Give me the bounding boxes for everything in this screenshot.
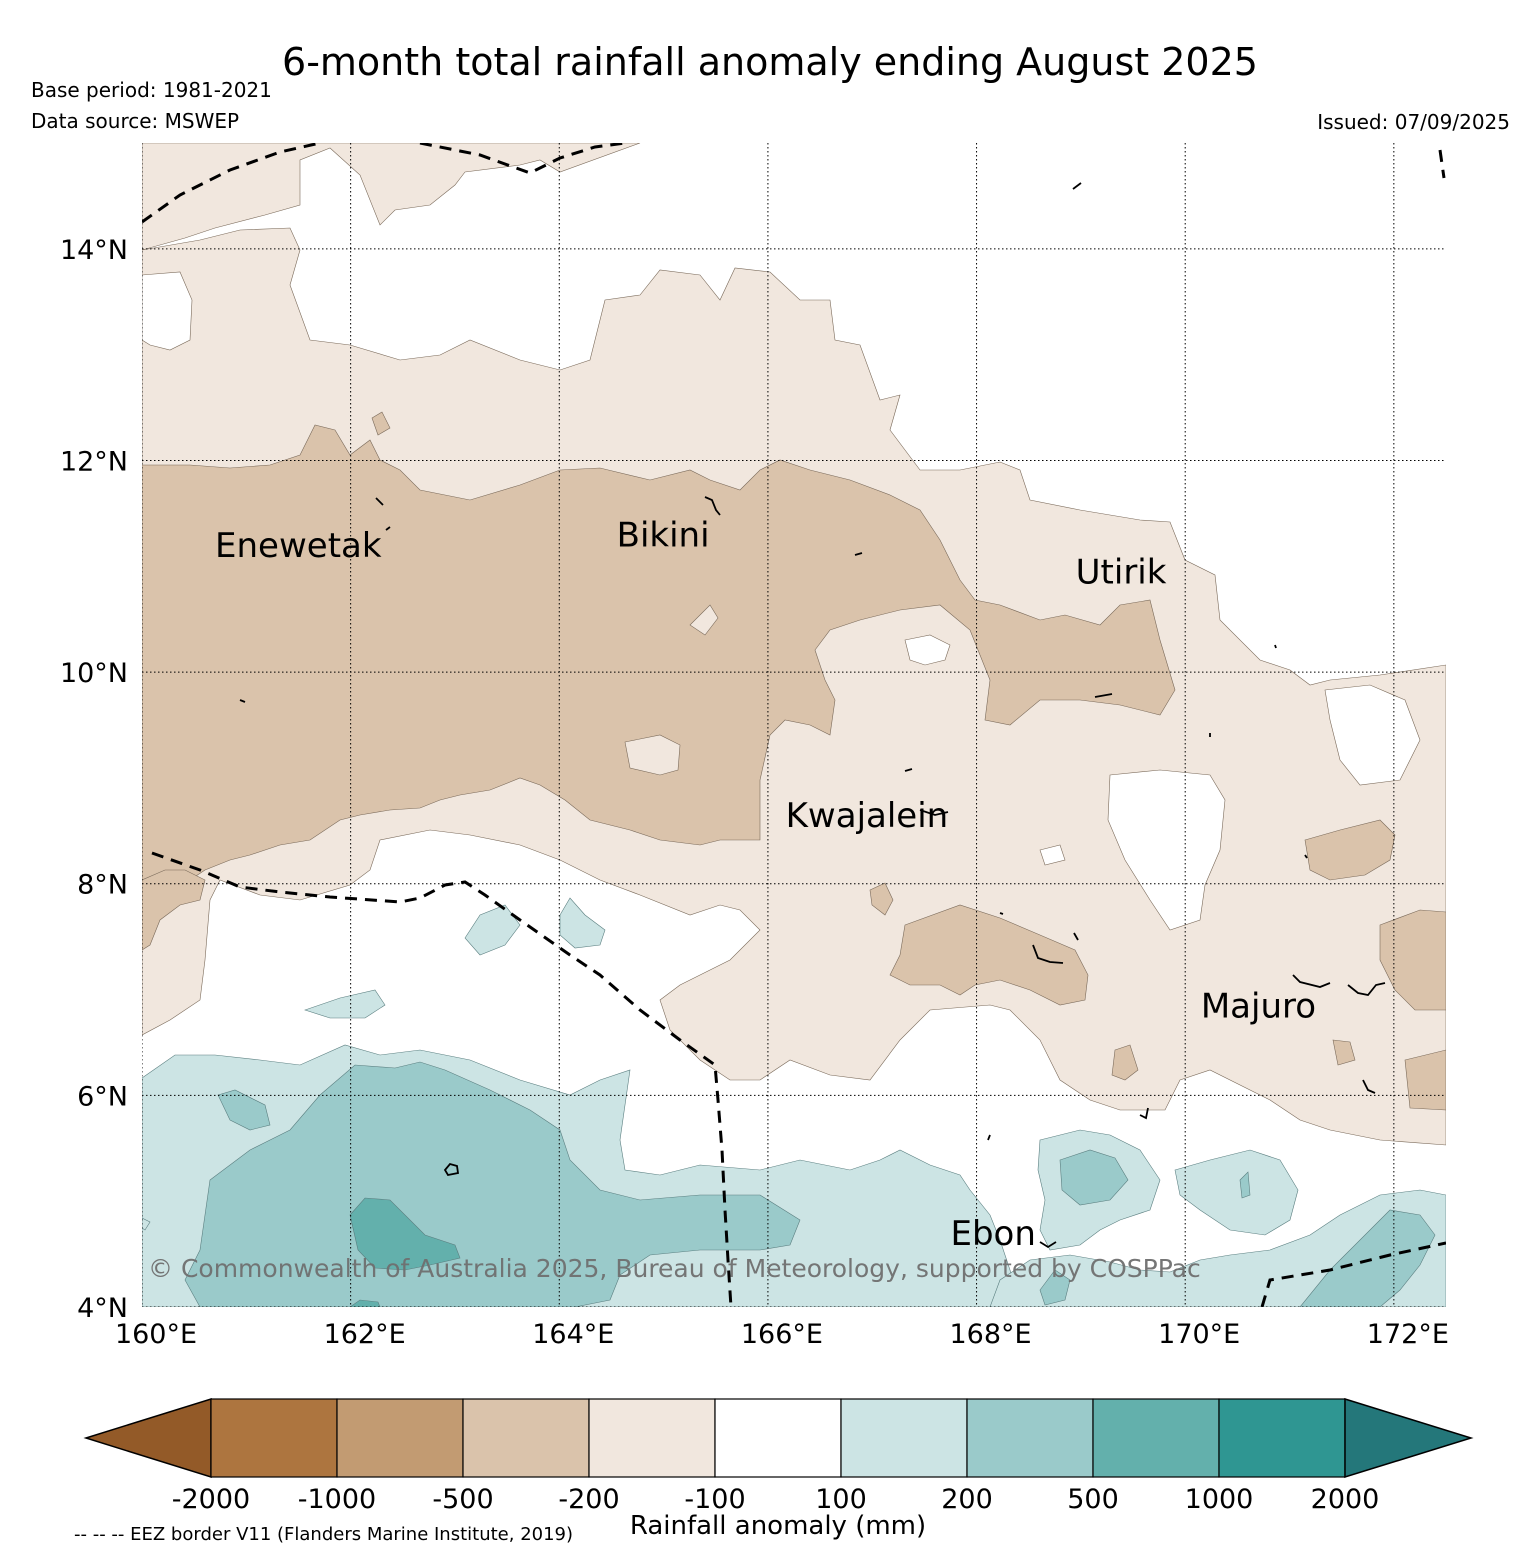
- place-label: Utirik: [1076, 553, 1167, 593]
- latitude-tick-label: 12°N: [60, 446, 128, 477]
- map-title: 6-month total rainfall anomaly ending Au…: [282, 40, 1258, 84]
- anomaly-region-plus200: [1299, 1209, 1436, 1307]
- graticule: [142, 143, 1446, 1307]
- longitude-axis: 160°E 162°E 164°E 166°E 168°E 170°E 172°E: [115, 1319, 1449, 1350]
- anomaly-region-minus200: [1111, 1044, 1139, 1081]
- anomaly-region-plus200: [1239, 1171, 1251, 1199]
- anomaly-region-plus100: [142, 1217, 151, 1231]
- longitude-tick-label: 170°E: [1158, 1319, 1240, 1350]
- anomaly-region-neutral: [689, 604, 719, 636]
- anomaly-region-neutral: [624, 734, 681, 776]
- anomaly-region-minus200: [889, 904, 1089, 1006]
- anomaly-region-neutral: [1324, 684, 1421, 786]
- anomaly-region-plus500: [349, 1197, 461, 1271]
- colorbar-title: Rainfall anomaly (mm): [629, 1511, 927, 1541]
- anomaly-region-minus200: [1379, 909, 1446, 1011]
- latitude-tick-label: 8°N: [77, 870, 128, 901]
- anomaly-field: [142, 143, 1446, 1307]
- longitude-tick-label: 166°E: [741, 1319, 823, 1350]
- anomaly-region-plus200: [217, 1089, 271, 1131]
- anomaly-region-minus200: [371, 411, 391, 436]
- anomaly-region-neutral: [904, 634, 951, 666]
- anomaly-region-minus200: [142, 869, 206, 951]
- place-labels: Enewetak Bikini Utirik Kwajalein Majuro Ebon: [215, 516, 1316, 1254]
- latitude-axis: 4°N 6°N 8°N 10°N 12°N 14°N: [60, 235, 128, 1324]
- latitude-tick-label: 6°N: [77, 1081, 128, 1112]
- anomaly-region-plus100: [559, 897, 606, 949]
- anomaly-region-neutral: [142, 271, 193, 351]
- anomaly-region-minus200: [1304, 819, 1396, 881]
- anomaly-region-plus100: [464, 904, 521, 956]
- island-outlines: [239, 182, 1386, 1249]
- anomaly-region-neutral: [1107, 769, 1226, 931]
- issued-date-label: Issued: 07/09/2025: [1317, 110, 1510, 134]
- anomaly-region-plus200: [184, 1061, 801, 1307]
- anomaly-region-plus200: [1059, 1149, 1129, 1206]
- longitude-tick-label: 162°E: [324, 1319, 406, 1350]
- longitude-tick-label: 160°E: [115, 1319, 197, 1350]
- anomaly-region-minus100: [142, 143, 641, 251]
- anomaly-region-minus200: [142, 424, 1176, 901]
- anomaly-region-minus200: [1404, 1049, 1446, 1111]
- base-period-label: Base period: 1981-2021: [31, 78, 272, 102]
- eez-border: [142, 143, 1446, 1307]
- latitude-tick-label: 14°N: [60, 235, 128, 266]
- longitude-tick-label: 172°E: [1367, 1319, 1449, 1350]
- anomaly-region-plus100: [1174, 1149, 1299, 1236]
- data-source-label: Data source: MSWEP: [31, 109, 240, 133]
- copyright-notice: © Commonwealth of Australia 2025, Bureau…: [148, 1254, 1201, 1283]
- place-label: Kwajalein: [786, 796, 949, 836]
- place-label: Bikini: [617, 516, 710, 556]
- longitude-tick-label: 164°E: [532, 1319, 614, 1350]
- place-label: Enewetak: [215, 526, 382, 566]
- place-label: Majuro: [1201, 986, 1316, 1026]
- eez-border-note: -- -- -- EEZ border V11 (Flanders Marine…: [74, 1524, 574, 1545]
- latitude-tick-label: 10°N: [60, 658, 128, 689]
- longitude-tick-label: 168°E: [950, 1319, 1032, 1350]
- anomaly-region-plus500: [349, 1299, 381, 1307]
- anomaly-region-plus200: [1039, 1269, 1071, 1306]
- anomaly-region-neutral: [1039, 844, 1066, 866]
- anomaly-region-plus100: [304, 989, 386, 1019]
- anomaly-region-minus200: [1332, 1039, 1356, 1066]
- place-label: Ebon: [950, 1214, 1035, 1254]
- latitude-tick-label: 4°N: [77, 1293, 128, 1324]
